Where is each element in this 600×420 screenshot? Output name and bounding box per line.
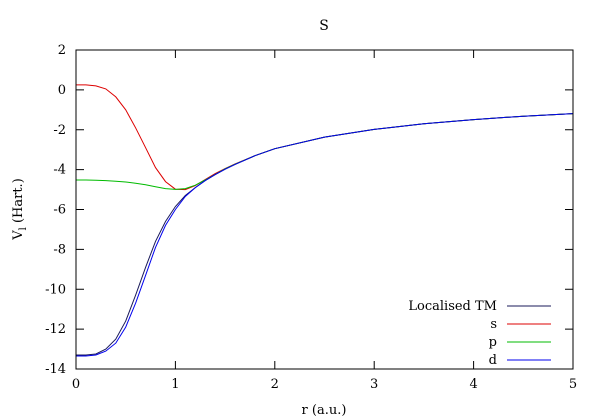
y-tick-label: -14 (45, 362, 66, 377)
y-tick-label: -12 (45, 322, 66, 337)
legend-label-localised-tm: Localised TM (408, 299, 497, 314)
chart-title: S (319, 18, 329, 34)
y-axis-title-subscript: l (18, 227, 29, 230)
plot-lines (76, 84, 574, 357)
y-tick-label: -10 (45, 282, 66, 297)
y-tick-label: 0 (58, 83, 66, 98)
x-axis: 0 1 2 3 4 5 (72, 50, 577, 392)
legend: Localised TM spd (408, 299, 551, 368)
y-axis: 2 0 -2 -4 -6 -8 -10 -12 -14 (45, 43, 573, 377)
x-axis-title: r (a.u.) (302, 403, 347, 418)
y-tick-label: -8 (53, 242, 66, 257)
x-tick-label: 0 (72, 377, 80, 392)
x-tick-label: 5 (569, 377, 577, 392)
y-axis-title-main: V (11, 230, 26, 241)
plot-frame (75, 49, 574, 370)
x-tick-label: 1 (171, 377, 179, 392)
series-line-localised-tm (76, 113, 574, 356)
series-line-d (76, 113, 574, 357)
x-tick-label: 2 (271, 377, 279, 392)
y-tick-label: -4 (53, 163, 66, 178)
x-tick-label: 4 (469, 377, 477, 392)
series-line-p (76, 113, 574, 190)
y-axis-title: Vl (Hart.) (11, 178, 29, 241)
y-tick-label: -2 (53, 123, 66, 138)
y-tick-label: 2 (58, 43, 66, 58)
x-tick-label: 3 (370, 377, 378, 392)
legend-label-d: d (489, 353, 497, 368)
y-tick-label: -6 (53, 203, 66, 218)
legend-label-s: s (490, 317, 497, 332)
legend-label-p: p (489, 335, 497, 350)
y-axis-title-unit: (Hart.) (11, 178, 26, 227)
